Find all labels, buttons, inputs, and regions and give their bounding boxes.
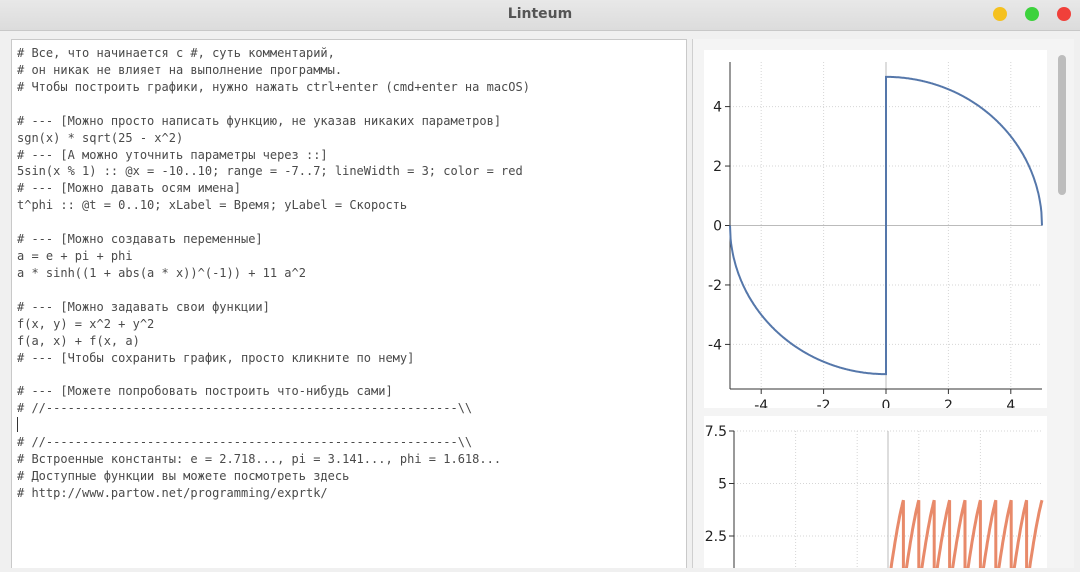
y-tick-label: 7.5 [705,424,727,440]
code-text[interactable]: # Все, что начинается с #, суть коммента… [17,45,530,502]
code-line[interactable]: f(a, x) + f(x, a) [17,333,140,348]
code-line[interactable]: a * sinh((1 + abs(a * x))^(-1)) + 11 a^2 [17,265,306,280]
plots-panel: -4 -2 0 2 4 -4 -2 0 2 4 2.5 5 7.5 [692,39,1074,572]
code-line[interactable]: # --- [Можно давать осям имена] [17,181,241,196]
code-line[interactable]: # --- [Чтобы сохранить график, просто кл… [17,350,415,365]
x-tick-label: 0 [882,398,891,408]
code-line[interactable]: a = e + pi + phi [17,249,133,264]
code-line[interactable]: # --- [Можно задавать свои функции] [17,299,270,314]
y-tick-label: -4 [708,337,722,353]
close-button[interactable] [1057,7,1071,21]
text-caret [17,417,18,433]
x-tick-label: 2 [944,398,953,408]
title-bar: Linteum [0,0,1080,31]
x-tick-label: -4 [754,398,768,408]
y-tick-label: -2 [708,278,722,294]
plot-sawtooth-svg[interactable]: 2.5 5 7.5 [704,416,1047,572]
maximize-button[interactable] [1025,7,1039,21]
minimize-button[interactable] [993,7,1007,21]
code-line[interactable]: # --- [Можно создавать переменные] [17,232,263,247]
code-line[interactable]: # Доступные функции вы можете посмотреть… [17,469,350,484]
code-line[interactable]: f(x, y) = x^2 + y^2 [17,316,155,331]
code-line[interactable]: # //------------------------------------… [17,401,473,416]
plot-sawtooth[interactable]: 2.5 5 7.5 [704,416,1047,572]
y-tick-label: 0 [713,219,722,235]
code-line[interactable] [17,214,530,231]
y-tick-label: 5 [718,477,727,493]
code-line[interactable]: # Встроенные константы: e = 2.718..., pi… [17,452,502,467]
series-line [729,75,1043,376]
code-line[interactable] [17,96,530,113]
code-line[interactable]: # он никак не влияет на выполнение прогр… [17,62,343,77]
code-line[interactable]: # Все, что начинается с #, суть коммента… [17,46,335,60]
code-line[interactable] [17,417,530,434]
plots-scrollbar[interactable] [1058,55,1066,195]
y-tick-label: 2.5 [705,529,727,545]
code-line[interactable]: # --- [Можете попробовать построить что-… [17,384,393,399]
y-tick-label: 2 [713,159,722,175]
code-line[interactable]: 5sin(x % 1) :: @x = -10..10; range = -7.… [17,164,523,179]
code-editor[interactable]: # Все, что начинается с #, суть коммента… [11,39,687,568]
code-line[interactable]: # Чтобы построить графики, нужно нажать … [17,79,530,94]
code-line[interactable]: t^phi :: @t = 0..10; xLabel = Время; yLa… [17,198,408,213]
x-tick-label: -2 [817,398,831,408]
window-title: Linteum [507,6,573,22]
code-line[interactable]: sgn(x) * sqrt(25 - x^2) [17,130,184,145]
code-line[interactable]: # --- [А можно уточнить параметры через … [17,147,328,162]
plot-semicircle-svg[interactable]: -4 -2 0 2 4 -4 -2 0 2 4 [704,50,1047,414]
y-tick-label: 4 [713,100,722,116]
series-line [888,499,1044,572]
x-tick-label: 4 [1006,398,1015,408]
code-line[interactable] [17,282,530,299]
code-line[interactable]: # http://www.partow.net/programming/expr… [17,485,328,500]
plot-semicircle[interactable]: -4 -2 0 2 4 -4 -2 0 2 4 [704,50,1047,414]
code-line[interactable]: # //------------------------------------… [17,435,473,450]
code-line[interactable] [17,367,530,384]
code-line[interactable]: # --- [Можно просто написать функцию, не… [17,113,502,128]
